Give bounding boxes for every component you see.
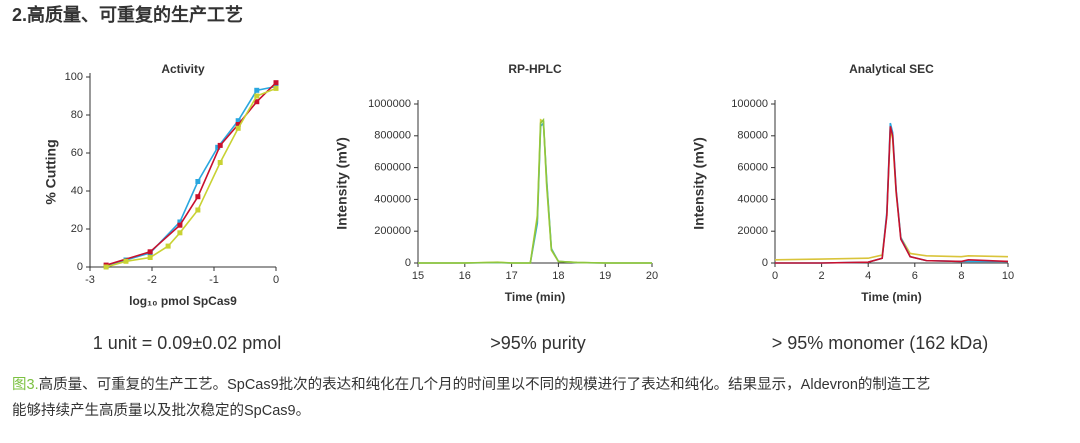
marker (195, 179, 201, 184)
y-tick-label: 60 (71, 147, 83, 159)
x-tick-label: 0 (772, 270, 778, 282)
y-tick-label: 80000 (737, 130, 768, 142)
y-tick-label: 600000 (374, 162, 411, 174)
x-tick-label: -1 (209, 274, 219, 286)
x-tick-label: -2 (147, 274, 157, 286)
marker (254, 99, 260, 105)
caption-line: 图3.高质量、可重复的生产工艺。SpCas9批次的表达和纯化在几个月的时间里以不… (12, 373, 930, 394)
y-tick-label: 100 (65, 71, 83, 83)
y-tick-label: 0 (762, 257, 768, 269)
y-tick-label: 40000 (737, 193, 768, 205)
x-tick-label: -3 (85, 274, 95, 286)
caption-line: 能够持续产生高质量以及批次稳定的SpCas9。 (12, 403, 311, 419)
x-tick-label: 19 (599, 270, 611, 282)
y-axis-label: Intensity (mV) (334, 137, 350, 230)
y-tick-label: 0 (77, 261, 83, 273)
caption-label: 图3. (12, 377, 39, 393)
marker (195, 207, 201, 213)
y-tick-label: 0 (405, 257, 411, 269)
x-tick-label: 6 (912, 270, 918, 282)
heading: 2.高质量、可重复的生产工艺 (12, 4, 243, 25)
x-axis-label: Time (min) (861, 290, 921, 304)
y-axis-label: % Cutting (43, 139, 59, 204)
marker (177, 222, 183, 228)
x-tick-label: 15 (412, 270, 424, 282)
y-tick-label: 20000 (737, 225, 768, 237)
x-tick-label: 16 (459, 270, 471, 282)
series-line (775, 126, 1009, 264)
y-tick-label: 80 (71, 109, 83, 121)
x-tick-label: 18 (552, 270, 564, 282)
marker (273, 80, 279, 86)
marker (103, 264, 109, 270)
y-tick-label: 60000 (737, 162, 768, 174)
series-line (418, 121, 652, 264)
marker (217, 142, 223, 148)
marker (177, 219, 183, 225)
x-axis-label: log₁₀ pmol SpCas9 (129, 294, 237, 308)
y-tick-label: 800000 (374, 130, 411, 142)
y-tick-label: 1000000 (368, 98, 411, 110)
summary: 1 unit = 0.09±0.02 pmol (93, 333, 282, 353)
x-tick-label: 0 (273, 274, 279, 286)
chart-title: RP-HPLC (508, 62, 562, 76)
x-tick-label: 17 (505, 270, 517, 282)
x-tick-label: 20 (646, 270, 658, 282)
x-tick-label: 8 (958, 270, 964, 282)
x-tick-label: 2 (819, 270, 825, 282)
series-line (105, 82, 277, 266)
summary: >95% purity (490, 333, 586, 353)
series-line (774, 129, 1009, 261)
marker (273, 85, 279, 91)
y-tick-label: 20 (71, 223, 83, 235)
series-line (418, 117, 652, 264)
marker (254, 87, 260, 93)
x-tick-label: 10 (1002, 270, 1014, 282)
marker (235, 118, 241, 124)
y-axis-label: Intensity (mV) (691, 137, 707, 230)
marker (195, 194, 201, 200)
x-tick-label: 4 (865, 270, 871, 282)
y-tick-label: 40 (71, 185, 83, 197)
marker (123, 258, 129, 264)
y-tick-label: 100000 (731, 98, 768, 110)
series-line (105, 85, 277, 267)
marker (165, 243, 171, 249)
marker (235, 125, 241, 131)
x-axis-label: Time (min) (505, 290, 565, 304)
series-line (418, 118, 652, 264)
marker (235, 122, 241, 127)
series-line (105, 87, 277, 268)
caption-text: 高质量、可重复的生产工艺。SpCas9批次的表达和纯化在几个月的时间里以不同的规… (38, 377, 931, 393)
chart-title: Analytical SEC (849, 62, 934, 76)
marker (147, 255, 153, 260)
y-tick-label: 400000 (374, 193, 411, 205)
marker (217, 160, 223, 165)
marker (177, 230, 183, 236)
summary: > 95% monomer (162 kDa) (772, 333, 989, 353)
y-tick-label: 200000 (374, 225, 411, 237)
series-line (775, 122, 1008, 264)
chart-title: Activity (161, 62, 205, 76)
marker (147, 249, 153, 255)
marker (254, 93, 260, 99)
